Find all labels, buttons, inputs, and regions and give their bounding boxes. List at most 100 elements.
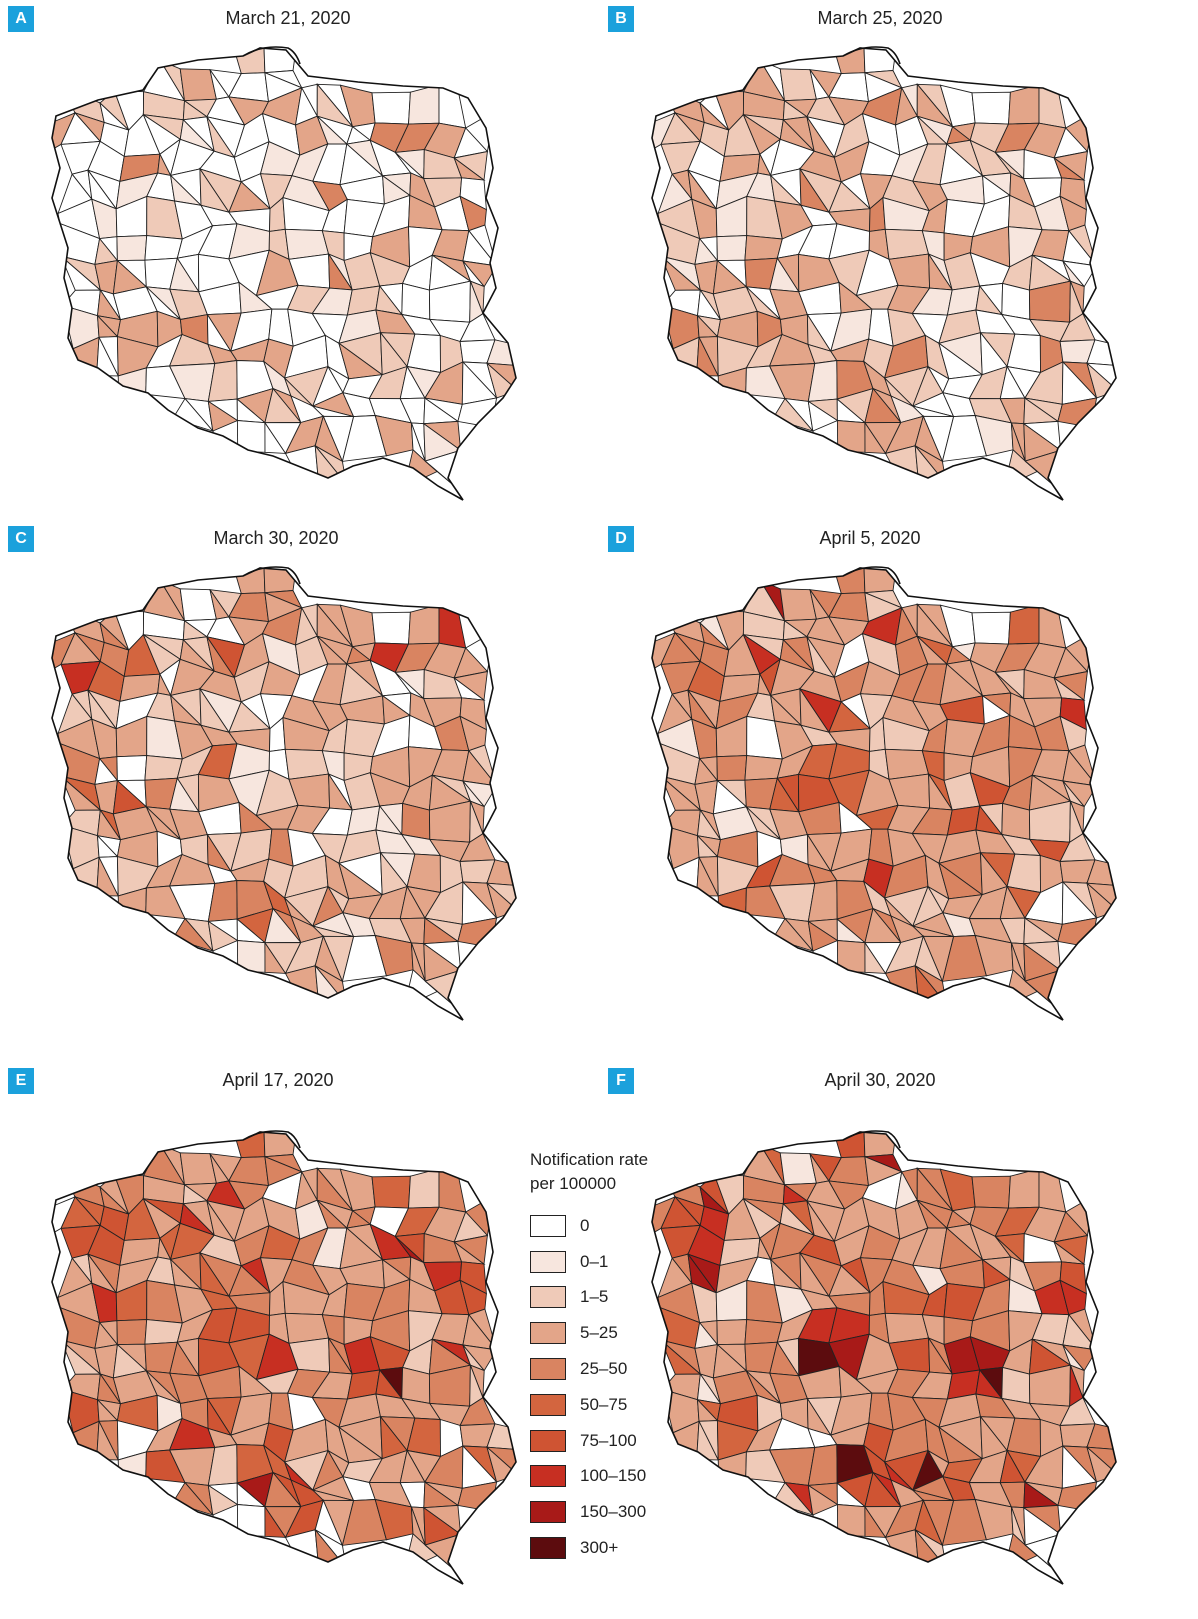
panel-letter: C — [8, 526, 34, 552]
choropleth-map-f — [651, 1130, 1117, 1585]
district-area — [807, 920, 839, 952]
district-area — [408, 604, 440, 645]
district-area — [371, 1175, 411, 1209]
panel-date-title: April 17, 2020 — [222, 1070, 334, 1090]
panel-letter: F — [608, 1068, 634, 1094]
district-area — [830, 1132, 866, 1159]
panel-d: D April 5, 2020 — [608, 526, 1168, 1056]
district-area — [264, 421, 287, 454]
district-area — [1008, 84, 1040, 125]
district-area — [236, 940, 266, 973]
panel-c: C March 30, 2020 — [8, 526, 568, 1056]
legend-swatch — [530, 1358, 566, 1381]
choropleth-map-a — [51, 46, 517, 501]
district-area — [1038, 603, 1067, 649]
district-area — [836, 420, 866, 453]
legend-swatch — [530, 1465, 566, 1488]
legend-item: 300+ — [530, 1530, 690, 1566]
legend-item: 0–1 — [530, 1244, 690, 1280]
legend-item: 0 — [530, 1208, 690, 1244]
country-border — [651, 1131, 1117, 1585]
district-area — [116, 1319, 148, 1346]
legend-label: 100–150 — [580, 1466, 647, 1486]
choropleth-map-e — [51, 1130, 517, 1585]
legend-swatch — [530, 1286, 566, 1309]
district-area — [744, 1319, 783, 1345]
district-area — [1038, 83, 1067, 129]
district-area — [230, 48, 266, 75]
district-area — [1024, 1544, 1053, 1569]
panel-date-title: April 30, 2020 — [824, 1070, 936, 1090]
district-area — [438, 83, 467, 129]
district-area — [263, 568, 299, 594]
district-area — [863, 568, 899, 594]
district-area — [116, 235, 148, 262]
legend-swatch — [530, 1214, 566, 1237]
legend-swatch — [530, 1501, 566, 1524]
country-border — [651, 567, 1117, 1021]
district-area — [1024, 460, 1053, 485]
district-area — [1001, 802, 1031, 840]
legend-label: 25–50 — [580, 1359, 628, 1379]
coastline-spit — [842, 46, 901, 65]
district-area — [716, 755, 748, 782]
panel-date-title: March 21, 2020 — [225, 8, 351, 28]
district-area — [371, 91, 411, 125]
legend-label: 5–25 — [580, 1323, 618, 1343]
district-area — [144, 1319, 183, 1345]
panel-a: A March 21, 2020 — [8, 6, 568, 536]
district-area — [144, 755, 183, 781]
district-area — [207, 920, 239, 952]
panel-b: B March 25, 2020 — [608, 6, 1168, 536]
legend-item: 5–25 — [530, 1315, 690, 1351]
legend-label: 150–300 — [580, 1502, 647, 1522]
district-area — [1001, 282, 1031, 320]
district-area — [264, 1505, 287, 1538]
legend-title-line2: per 100000 — [530, 1174, 617, 1193]
country-border — [651, 47, 1117, 501]
country-border — [51, 1131, 517, 1585]
panel-date-title: April 5, 2020 — [819, 528, 921, 548]
district-area — [807, 1484, 839, 1516]
legend-swatch — [530, 1537, 566, 1560]
district-area — [144, 235, 183, 261]
choropleth-map-b — [651, 46, 1117, 501]
district-area — [438, 1167, 467, 1213]
district-area — [864, 1505, 887, 1538]
district-area — [744, 235, 783, 261]
legend-item: 1–5 — [530, 1280, 690, 1316]
district-area — [424, 980, 453, 1005]
district-area — [1008, 604, 1040, 645]
district-area — [424, 460, 453, 485]
district-area — [401, 802, 431, 840]
legend-items: 0 0–1 1–5 5–25 25–50 50–75 75–100 100–150 150–30… — [530, 1208, 690, 1566]
legend-title-line1: Notification rate — [530, 1150, 649, 1169]
panel-e: E April 17, 2020 — [8, 1068, 568, 1598]
district-area — [744, 755, 783, 781]
district-area — [236, 420, 266, 453]
legend-label: 1–5 — [580, 1287, 609, 1307]
district-area — [230, 1132, 266, 1159]
choropleth-map-c — [51, 566, 517, 1021]
district-area — [716, 235, 748, 262]
panel-letter: D — [608, 526, 634, 552]
country-border — [51, 567, 517, 1021]
panel-date-title: March 25, 2020 — [817, 8, 943, 28]
coastline-spit — [242, 1130, 301, 1149]
panel-letter: A — [8, 6, 34, 32]
coastline-spit — [842, 1130, 901, 1149]
legend-swatch — [530, 1429, 566, 1452]
panel-date-title: March 30, 2020 — [213, 528, 339, 548]
choropleth-map-d — [651, 566, 1117, 1021]
district-area — [971, 1175, 1011, 1209]
district-area — [863, 1132, 899, 1158]
legend-label: 0 — [580, 1215, 590, 1235]
district-area — [971, 611, 1011, 645]
map-legend: Notification rate per 100000 0 0–1 1–5 5–25… — [530, 1148, 690, 1566]
district-area — [401, 282, 431, 320]
district-area — [116, 755, 148, 782]
legend-swatch — [530, 1393, 566, 1416]
district-area — [263, 1132, 299, 1158]
legend-swatch — [530, 1322, 566, 1345]
coastline-spit — [242, 566, 301, 585]
